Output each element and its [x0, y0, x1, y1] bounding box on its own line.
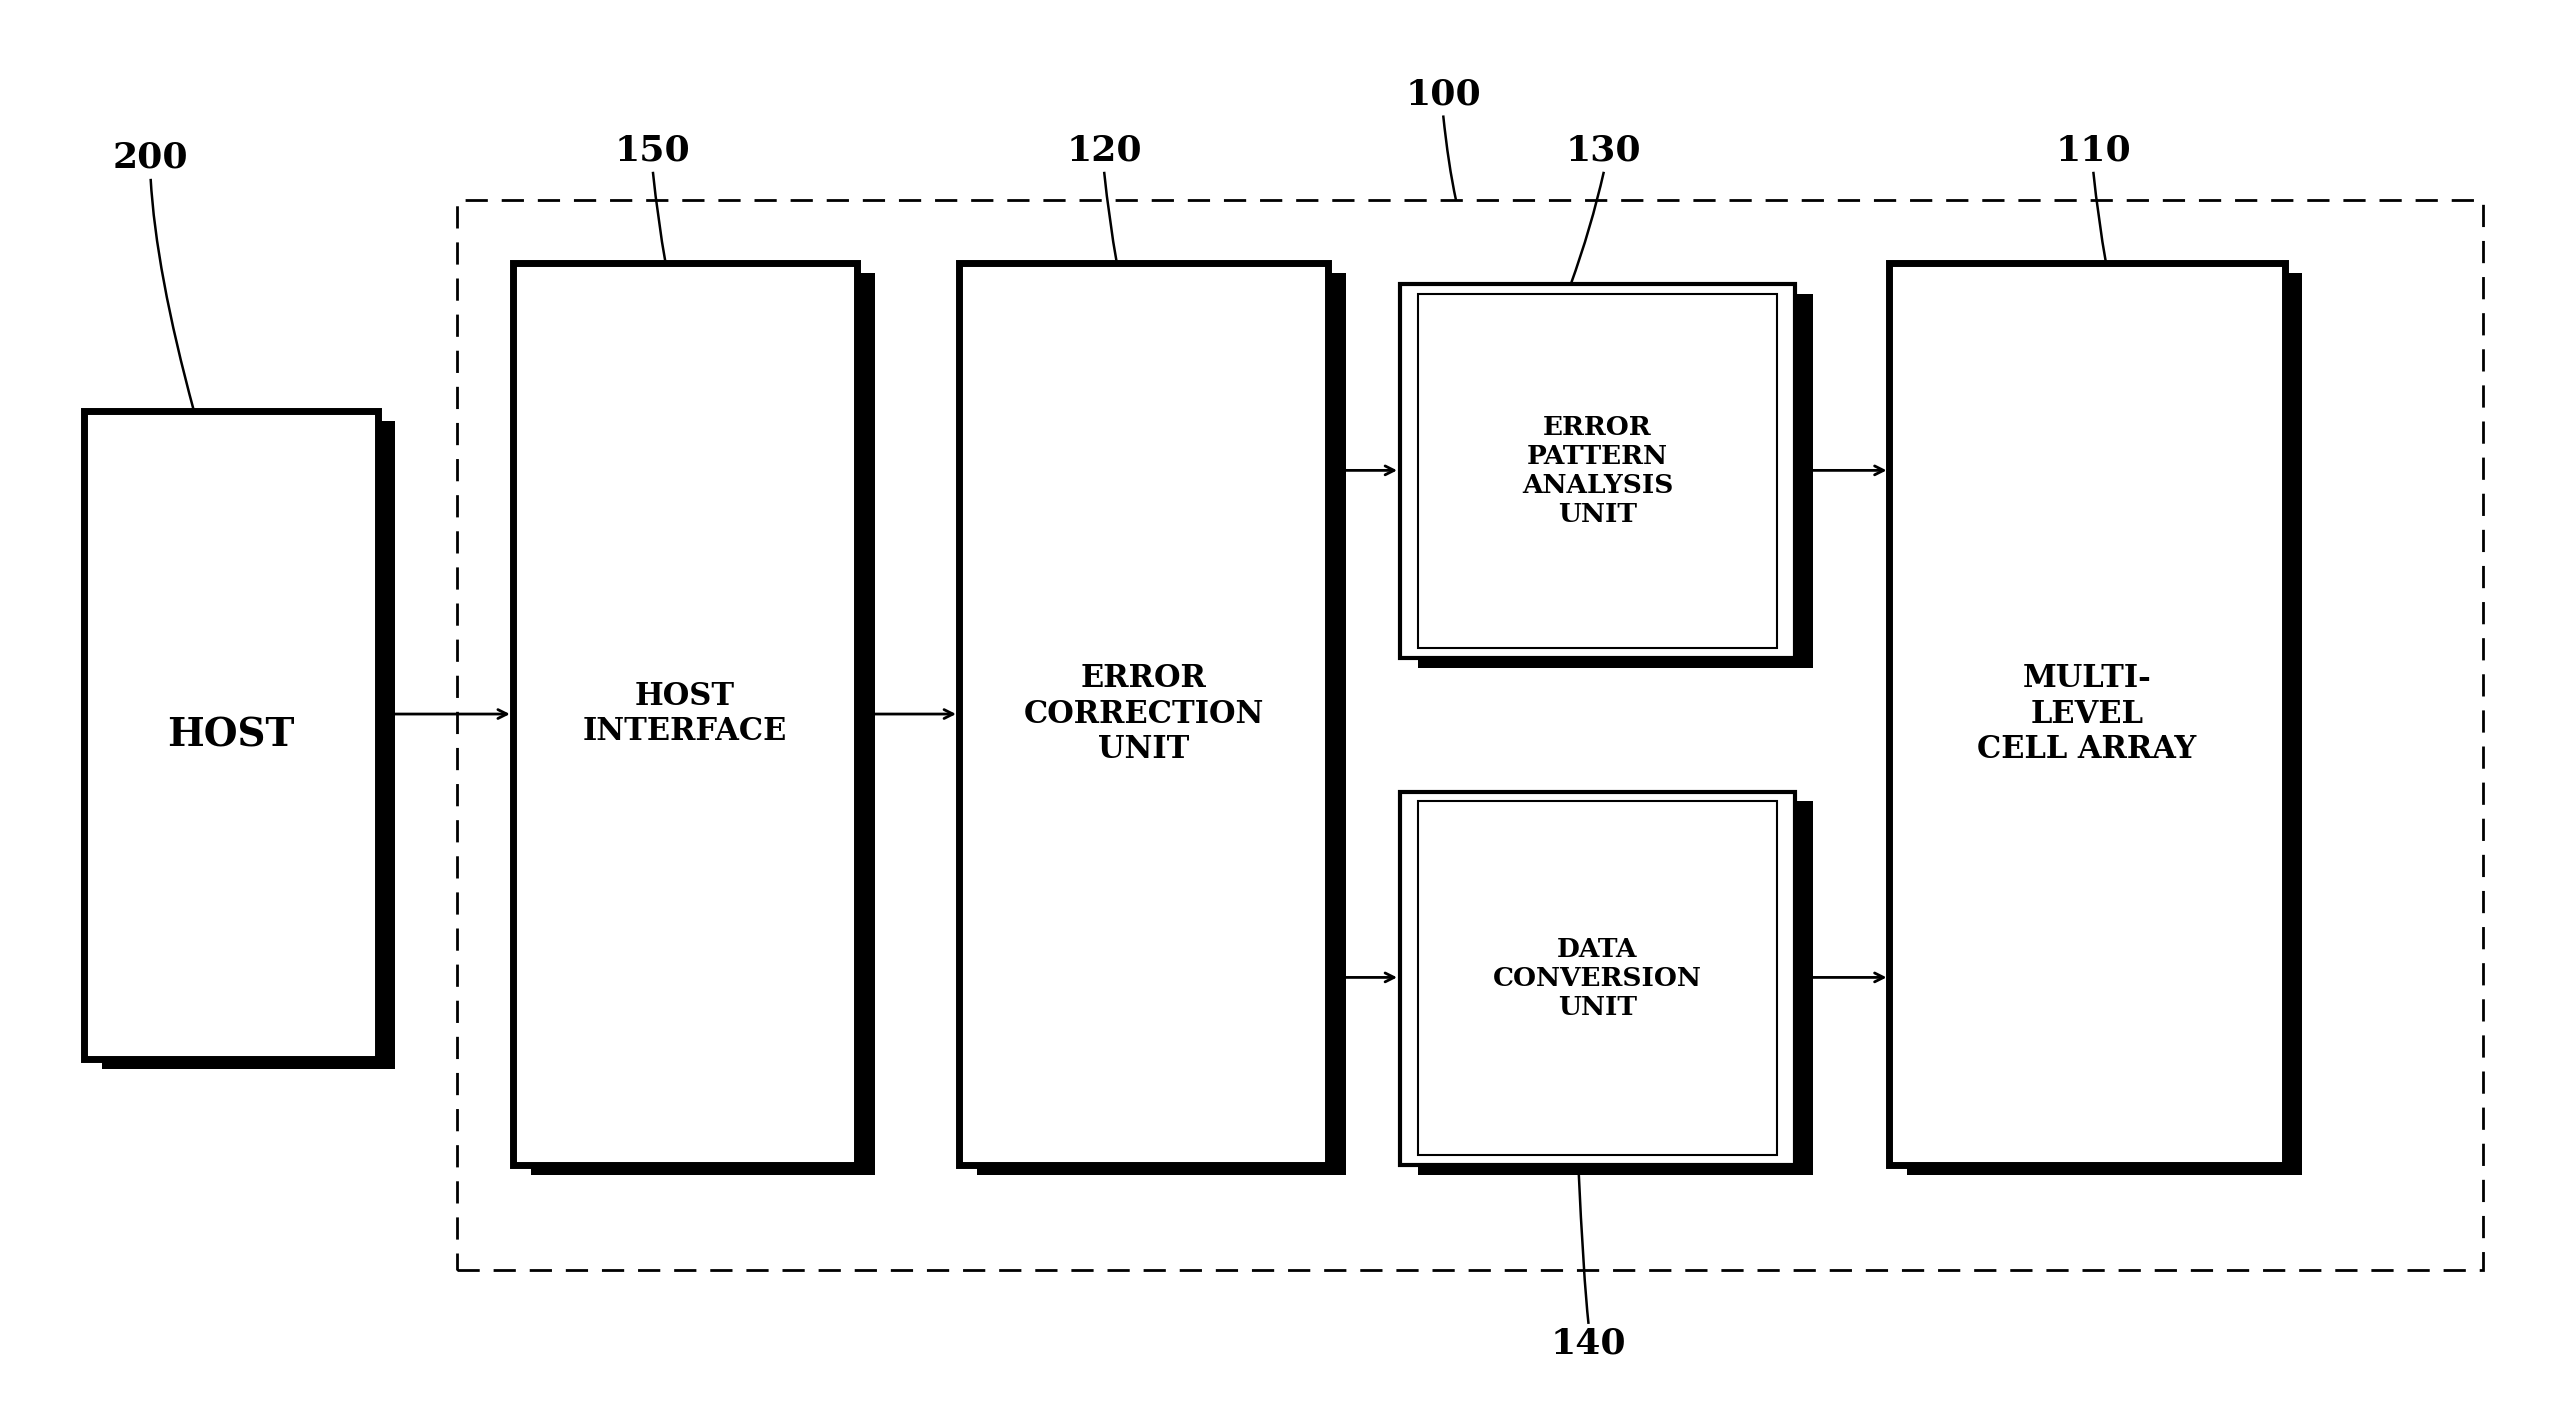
Bar: [84, 411, 378, 1059]
Bar: [1888, 263, 2284, 1165]
Bar: [102, 421, 396, 1069]
Text: 200: 200: [112, 141, 189, 175]
Text: 120: 120: [1065, 134, 1142, 168]
Bar: [531, 273, 874, 1175]
Bar: [1400, 792, 1796, 1165]
Bar: [958, 263, 1329, 1165]
Bar: [1400, 284, 1796, 658]
Text: 110: 110: [2054, 134, 2131, 168]
Bar: [1906, 273, 2302, 1175]
Text: 140: 140: [1551, 1326, 1628, 1360]
Bar: [1418, 802, 1814, 1175]
Bar: [1418, 294, 1778, 648]
Bar: [514, 263, 856, 1165]
Bar: [1418, 294, 1814, 667]
Bar: [1418, 802, 1778, 1155]
Text: 130: 130: [1566, 134, 1643, 168]
Text: MULTI-
LEVEL
CELL ARRAY: MULTI- LEVEL CELL ARRAY: [1978, 663, 2197, 765]
Text: 150: 150: [616, 134, 690, 168]
Text: DATA
CONVERSION
UNIT: DATA CONVERSION UNIT: [1492, 936, 1702, 1019]
Text: 100: 100: [1405, 78, 1482, 112]
Text: ERROR
PATTERN
ANALYSIS
UNIT: ERROR PATTERN ANALYSIS UNIT: [1523, 416, 1674, 527]
Text: HOST: HOST: [166, 715, 294, 754]
Text: HOST
INTERFACE: HOST INTERFACE: [583, 680, 787, 748]
Text: ERROR
CORRECTION
UNIT: ERROR CORRECTION UNIT: [1025, 663, 1265, 765]
Bar: [457, 199, 2483, 1270]
Bar: [976, 273, 1346, 1175]
